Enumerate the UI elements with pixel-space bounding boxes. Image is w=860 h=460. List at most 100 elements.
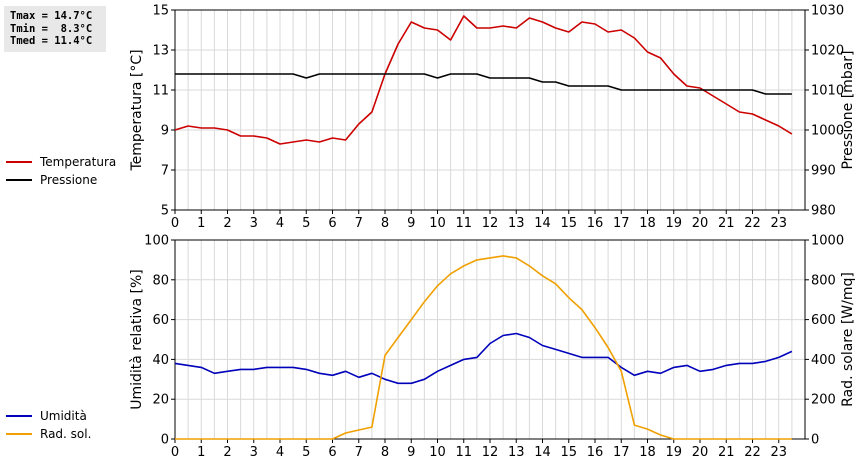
legend-swatch-radiation [6, 433, 32, 435]
bottom-xtick-label: 14 [534, 445, 551, 460]
bottom-xtick-label: 8 [381, 445, 389, 460]
legend-item-radiation: Rad. sol. [6, 425, 91, 443]
bottom-y2tick-label: 1000 [811, 234, 844, 249]
top-xtick-label: 3 [250, 216, 258, 231]
top-xtick-label: 7 [355, 216, 363, 231]
bottom-ytick-label: 40 [152, 353, 169, 368]
legend-swatch-humidity [6, 415, 32, 417]
bottom-xtick-label: 23 [770, 445, 787, 460]
top-y2tick-label: 1010 [811, 84, 844, 99]
bottom-xtick-label: 12 [482, 445, 499, 460]
bottom-legend: Umidità Rad. sol. [6, 407, 91, 443]
top-ytick-label: 7 [161, 164, 169, 179]
top-ytick-label: 15 [152, 4, 169, 19]
bottom-xtick-label: 18 [639, 445, 656, 460]
bottom-xtick-label: 16 [587, 445, 604, 460]
stat-tmin: Tmin = 8.3°C [10, 22, 93, 35]
legend-item-humidity: Umidità [6, 407, 91, 425]
top-xtick-label: 17 [613, 216, 630, 231]
bottom-series-line-rad-sol [175, 255, 792, 440]
top-xtick-label: 21 [718, 216, 735, 231]
bottom-ytick-label: 100 [144, 234, 169, 249]
top-xtick-label: 20 [692, 216, 709, 231]
legend-swatch-temperature [6, 161, 32, 163]
top-xtick-label: 19 [665, 216, 682, 231]
bottom-xtick-label: 11 [455, 445, 472, 460]
stats-box: Tmax = 14.7°C Tmin = 8.3°C Tmed = 11.4°C [4, 6, 106, 52]
top-ytick-label: 11 [152, 84, 169, 99]
bottom-xtick-label: 3 [250, 445, 258, 460]
top-series-line-temperatura [174, 15, 793, 145]
bottom-xtick-label: 6 [328, 445, 336, 460]
top-xtick-label: 14 [534, 216, 551, 231]
legend-label-radiation: Rad. sol. [40, 427, 92, 441]
top-xtick-label: 5 [302, 216, 310, 231]
bottom-series-line-umidit [174, 332, 793, 385]
bottom-xtick-label: 21 [718, 445, 735, 460]
bottom-xtick-label: 19 [665, 445, 682, 460]
bottom-xtick-label: 4 [276, 445, 284, 460]
top-xtick-label: 23 [770, 216, 787, 231]
legend-swatch-pressure [6, 179, 32, 181]
bottom-xtick-label: 5 [302, 445, 310, 460]
bottom-xtick-label: 0 [171, 445, 179, 460]
top-xtick-label: 16 [587, 216, 604, 231]
top-series-line-pressione [175, 73, 792, 95]
bottom-y2tick-label: 800 [811, 273, 836, 288]
bottom-ytick-label: 60 [152, 313, 169, 328]
top-ytick-label: 5 [161, 204, 169, 219]
top-xtick-label: 9 [407, 216, 415, 231]
stat-tmax: Tmax = 14.7°C [10, 10, 93, 22]
legend-label-temperature: Temperatura [40, 155, 117, 169]
bottom-xtick-label: 1 [197, 445, 205, 460]
top-xtick-label: 6 [328, 216, 336, 231]
bottom-y2tick-label: 200 [811, 393, 836, 408]
bottom-y2label: Rad. solare [W/mq] [840, 272, 856, 407]
bottom-xtick-label: 2 [223, 445, 231, 460]
bottom-xtick-label: 20 [692, 445, 709, 460]
bottom-y2tick-label: 600 [811, 313, 836, 328]
top-ytick-label: 9 [161, 124, 169, 139]
stat-tmed: Tmed = 11.4°C [10, 35, 93, 47]
top-xtick-label: 12 [482, 216, 499, 231]
bottom-xtick-label: 9 [407, 445, 415, 460]
top-xtick-label: 2 [223, 216, 231, 231]
top-y2tick-label: 1020 [811, 44, 844, 59]
top-xtick-label: 13 [508, 216, 525, 231]
bottom-ytick-label: 0 [161, 433, 169, 448]
top-y2tick-label: 1000 [811, 124, 844, 139]
legend-item-temperature: Temperatura [6, 153, 116, 171]
bottom-y2tick-label: 0 [811, 433, 819, 448]
bottom-xtick-label: 22 [744, 445, 761, 460]
bottom-y2tick-label: 400 [811, 353, 836, 368]
top-xtick-label: 11 [455, 216, 472, 231]
top-y2tick-label: 1030 [811, 4, 844, 19]
top-xtick-label: 18 [639, 216, 656, 231]
bottom-xtick-label: 7 [355, 445, 363, 460]
legend-item-pressure: Pressione [6, 171, 116, 189]
top-y2tick-label: 990 [811, 164, 836, 179]
top-ylabel: Temperatura [°C] [129, 49, 145, 171]
top-xtick-label: 10 [429, 216, 446, 231]
legend-label-pressure: Pressione [40, 173, 98, 187]
bottom-plot-frame [174, 239, 806, 440]
bottom-ytick-label: 80 [152, 273, 169, 288]
top-xtick-label: 22 [744, 216, 761, 231]
legend-label-humidity: Umidità [40, 409, 87, 423]
bottom-xtick-label: 13 [508, 445, 525, 460]
top-xtick-label: 4 [276, 216, 284, 231]
bottom-xtick-label: 10 [429, 445, 446, 460]
top-legend: Temperatura Pressione [6, 153, 116, 189]
top-y2label: Pressione [mbar] [840, 50, 856, 169]
bottom-xtick-label: 15 [560, 445, 577, 460]
top-y2tick-label: 980 [811, 204, 836, 219]
top-plot-frame [174, 9, 806, 211]
top-xtick-label: 15 [560, 216, 577, 231]
top-xtick-label: 1 [197, 216, 205, 231]
top-ytick-label: 13 [152, 44, 169, 59]
bottom-ytick-label: 20 [152, 393, 169, 408]
top-xtick-label: 0 [171, 216, 179, 231]
top-xtick-label: 8 [381, 216, 389, 231]
bottom-ylabel: Umidità relativa [%] [129, 269, 145, 410]
